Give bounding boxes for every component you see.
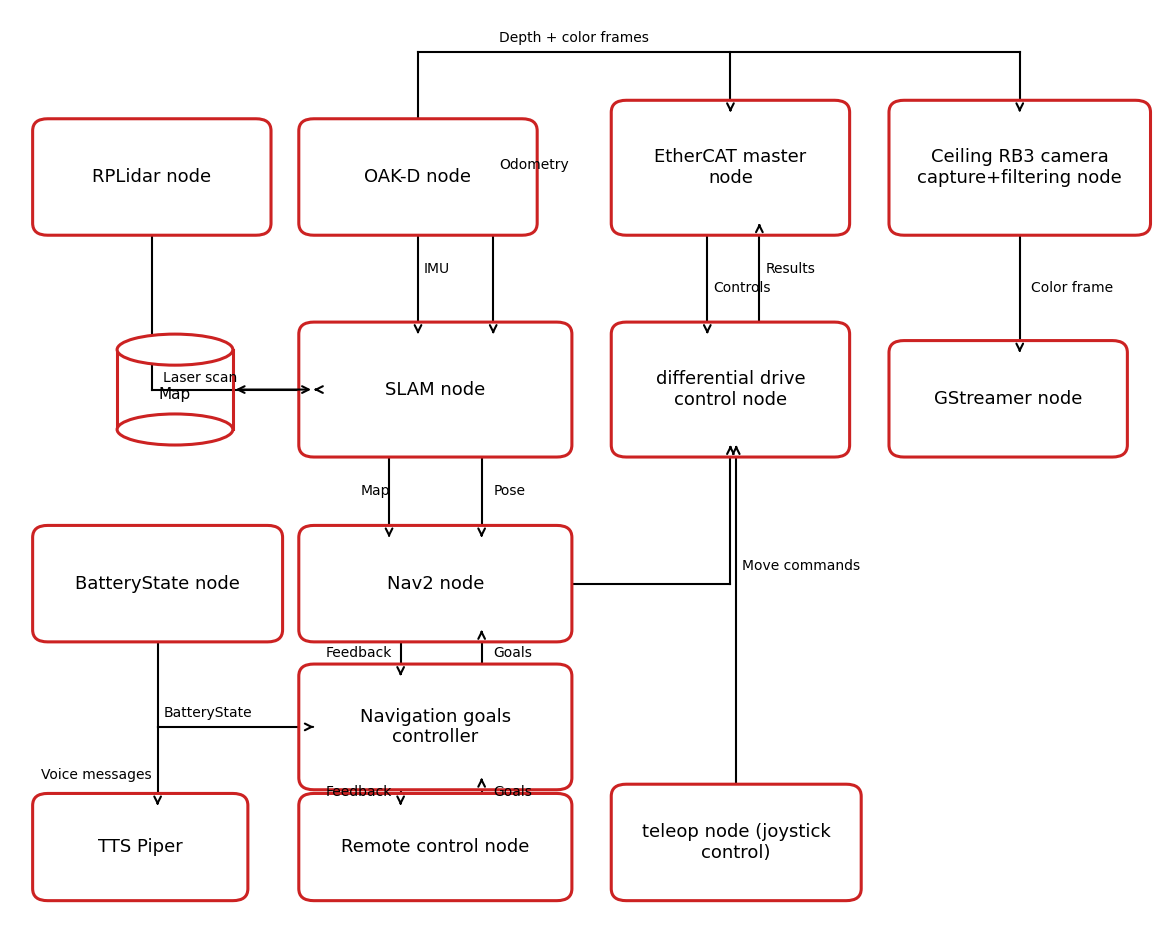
Text: Nav2 node: Nav2 node: [386, 575, 484, 592]
Text: Map: Map: [360, 484, 390, 498]
Text: Map: Map: [159, 387, 191, 401]
FancyBboxPatch shape: [611, 784, 861, 901]
Text: GStreamer node: GStreamer node: [934, 390, 1082, 408]
FancyBboxPatch shape: [299, 119, 537, 235]
Text: Feedback: Feedback: [326, 646, 392, 660]
Text: Goals: Goals: [493, 784, 532, 798]
Text: Goals: Goals: [493, 646, 532, 660]
Text: SLAM node: SLAM node: [385, 381, 486, 399]
FancyBboxPatch shape: [889, 100, 1151, 235]
Text: Navigation goals
controller: Navigation goals controller: [360, 707, 510, 746]
Text: TTS Piper: TTS Piper: [97, 838, 182, 856]
FancyBboxPatch shape: [299, 526, 572, 641]
Ellipse shape: [117, 334, 233, 365]
FancyBboxPatch shape: [299, 322, 572, 457]
FancyBboxPatch shape: [611, 100, 849, 235]
Text: Voice messages: Voice messages: [42, 768, 152, 782]
Ellipse shape: [117, 414, 233, 445]
Text: teleop node (joystick
control): teleop node (joystick control): [641, 823, 831, 862]
Text: Odometry: Odometry: [499, 159, 568, 172]
Text: IMU: IMU: [423, 262, 450, 276]
FancyBboxPatch shape: [889, 340, 1128, 457]
Text: differential drive
control node: differential drive control node: [655, 370, 805, 409]
FancyBboxPatch shape: [299, 664, 572, 790]
Text: Controls: Controls: [713, 281, 770, 295]
Text: EtherCAT master
node: EtherCAT master node: [654, 148, 806, 187]
Text: Remote control node: Remote control node: [341, 838, 529, 856]
Text: Ceiling RB3 camera
capture+filtering node: Ceiling RB3 camera capture+filtering nod…: [918, 148, 1122, 187]
Text: BatteryState: BatteryState: [164, 705, 252, 719]
Text: Color frame: Color frame: [1031, 281, 1114, 295]
Text: Laser scan: Laser scan: [164, 371, 238, 385]
FancyBboxPatch shape: [32, 794, 248, 901]
FancyBboxPatch shape: [299, 794, 572, 901]
Text: RPLidar node: RPLidar node: [93, 168, 211, 186]
FancyBboxPatch shape: [32, 526, 283, 641]
Text: Pose: Pose: [493, 484, 525, 498]
Text: BatteryState node: BatteryState node: [75, 575, 240, 592]
FancyBboxPatch shape: [32, 119, 271, 235]
Text: Results: Results: [766, 262, 815, 276]
Text: Feedback: Feedback: [326, 784, 392, 798]
Text: Move commands: Move commands: [742, 559, 860, 573]
Text: OAK-D node: OAK-D node: [364, 168, 471, 186]
Text: Depth + color frames: Depth + color frames: [499, 31, 650, 44]
FancyBboxPatch shape: [611, 322, 849, 457]
